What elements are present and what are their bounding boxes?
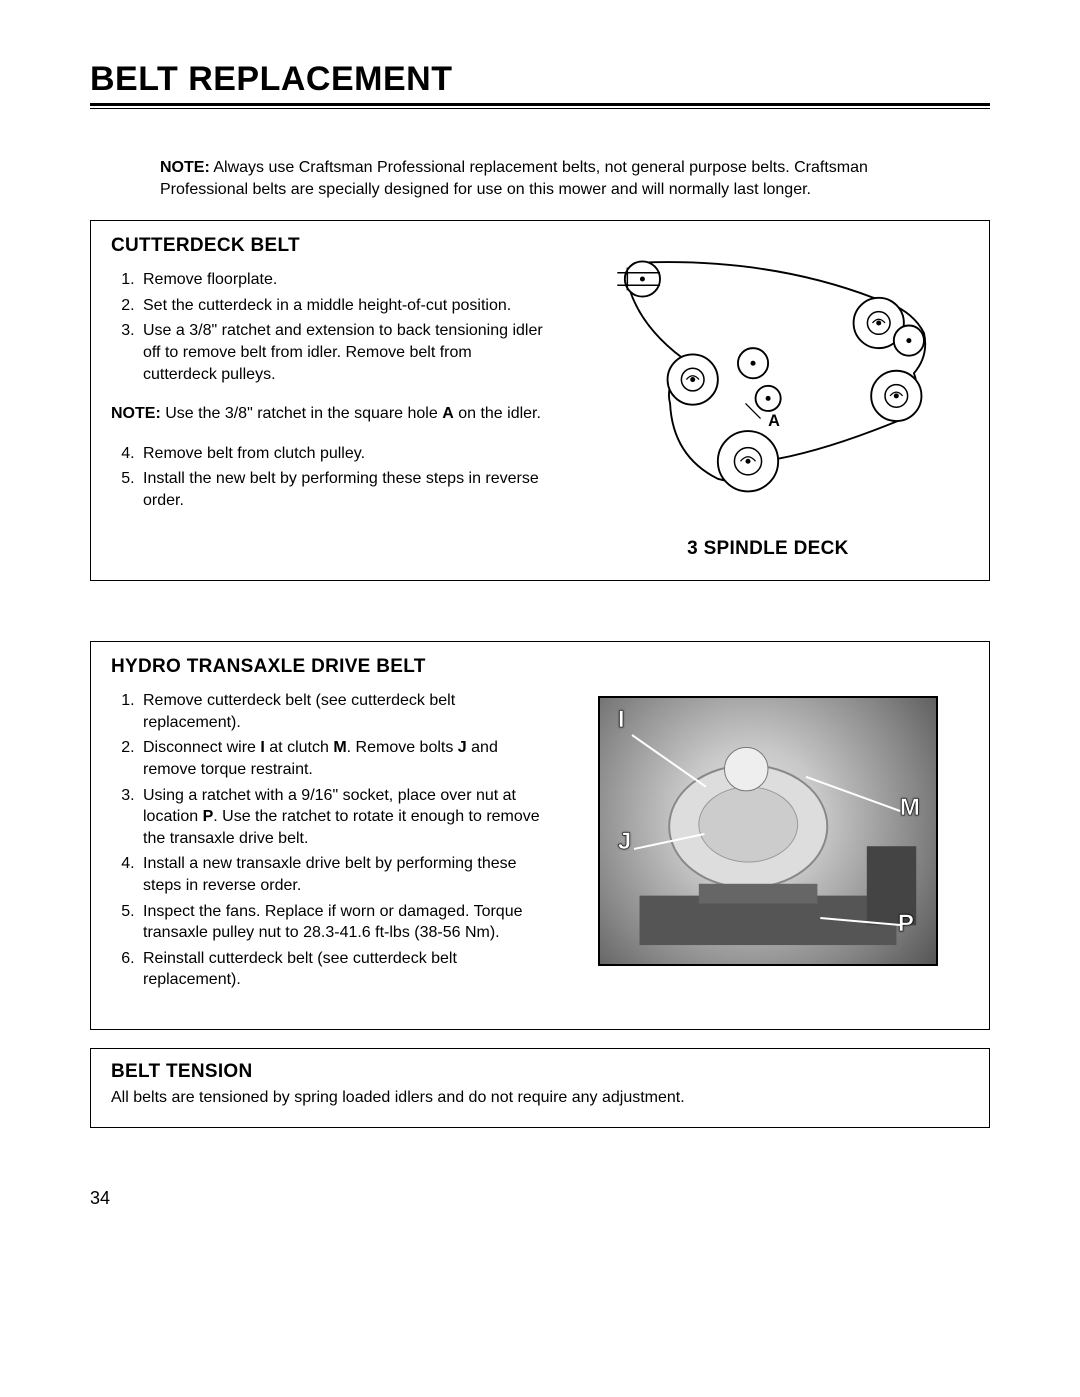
mid-note-label: NOTE: bbox=[111, 405, 161, 422]
mid-note-suffix: on the idler. bbox=[454, 405, 541, 422]
step-item: Install the new belt by performing these… bbox=[139, 468, 547, 511]
cutterdeck-steps-b: Remove belt from clutch pulley. Install t… bbox=[111, 443, 547, 512]
step-item: Inspect the fans. Replace if worn or dam… bbox=[139, 901, 547, 944]
svg-text:A: A bbox=[768, 412, 780, 430]
hydro-photo: I M J P bbox=[598, 696, 938, 966]
hydro-steps: Remove cutterdeck belt (see cutterdeck b… bbox=[111, 690, 547, 991]
spindle-deck-diagram: A bbox=[567, 235, 969, 524]
note-text: Always use Craftsman Professional replac… bbox=[160, 159, 868, 198]
photo-label-J: J bbox=[618, 828, 631, 856]
cutterdeck-section: CUTTERDECK BELT Remove floorplate. Set th… bbox=[90, 220, 990, 581]
step-item: Set the cutterdeck in a middle height-of… bbox=[139, 295, 547, 317]
tension-text: All belts are tensioned by spring loaded… bbox=[111, 1087, 969, 1109]
page-title: BELT REPLACEMENT bbox=[90, 60, 990, 99]
hydro-heading: HYDRO TRANSAXLE DRIVE BELT bbox=[111, 656, 969, 678]
step-item: Remove cutterdeck belt (see cutterdeck b… bbox=[139, 690, 547, 733]
hydro-section: HYDRO TRANSAXLE DRIVE BELT Remove cutter… bbox=[90, 641, 990, 1030]
photo-label-I: I bbox=[618, 706, 625, 734]
step-item: Use a 3/8" ratchet and extension to back… bbox=[139, 320, 547, 385]
cutterdeck-steps-a: Remove floorplate. Set the cutterdeck in … bbox=[111, 269, 547, 385]
page-number: 34 bbox=[90, 1188, 990, 1209]
photo-label-M: M bbox=[900, 794, 920, 822]
spindle-deck-caption: 3 SPINDLE DECK bbox=[687, 538, 849, 560]
cutterdeck-mid-note: NOTE: Use the 3/8" ratchet in the square… bbox=[111, 403, 547, 425]
step-item: Using a ratchet with a 9/16" socket, pla… bbox=[139, 785, 547, 850]
step-item: Reinstall cutterdeck belt (see cutterdec… bbox=[139, 948, 547, 991]
cutterdeck-heading: CUTTERDECK BELT bbox=[111, 235, 547, 257]
step-item: Disconnect wire I at clutch M. Remove bo… bbox=[139, 737, 547, 780]
title-rule bbox=[90, 103, 990, 109]
belt-tension-section: BELT TENSION All belts are tensioned by … bbox=[90, 1048, 990, 1128]
step-item: Remove belt from clutch pulley. bbox=[139, 443, 547, 465]
top-note: NOTE: Always use Craftsman Professional … bbox=[160, 157, 890, 200]
photo-overlay bbox=[600, 698, 936, 965]
photo-label-P: P bbox=[898, 910, 914, 938]
note-label: NOTE: bbox=[160, 159, 210, 176]
step-item: Remove floorplate. bbox=[139, 269, 547, 291]
step-item: Install a new transaxle drive belt by pe… bbox=[139, 853, 547, 896]
mid-note-ref: A bbox=[442, 405, 454, 422]
tension-heading: BELT TENSION bbox=[111, 1061, 969, 1083]
mid-note-prefix: Use the 3/8" ratchet in the square hole bbox=[165, 405, 442, 422]
